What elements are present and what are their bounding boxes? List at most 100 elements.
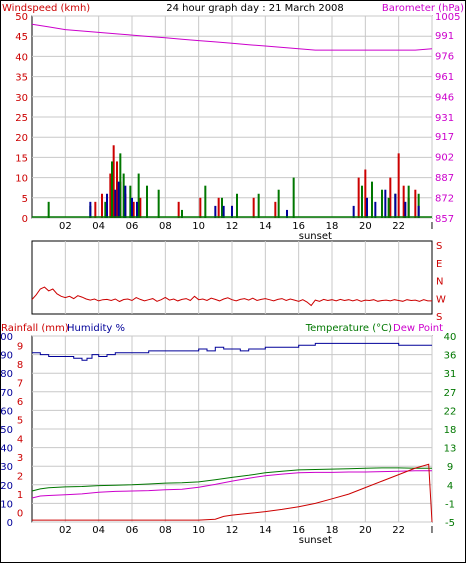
wind-bar: [111, 161, 113, 218]
humidity-tick-label: 40: [0, 444, 13, 455]
gust-bar: [397, 153, 400, 218]
wind-bar: [129, 185, 132, 218]
humidity-tick-label: 0: [7, 518, 13, 529]
temperature-tick-label: 4: [447, 481, 453, 492]
rainfall-tick-label: 0: [17, 509, 23, 520]
gust-bar: [364, 169, 367, 218]
barometer-tick-label: 931: [435, 113, 454, 124]
barometer-tick-label: 872: [435, 194, 454, 205]
wind-bar: [119, 153, 122, 218]
average-wind-bar: [394, 193, 397, 218]
humidity-tick-label: 100: [0, 332, 13, 343]
direction-tick-label: E: [436, 259, 442, 270]
rainfall-tick-label: 6: [17, 397, 23, 408]
temperature-tick-label: 36: [444, 351, 457, 362]
wind-bar: [221, 197, 223, 218]
wind-bar: [361, 185, 363, 218]
barometer-tick-label: 946: [435, 93, 454, 104]
humidity-tick-label: 60: [0, 406, 13, 417]
humidity-tick-label: 10: [0, 499, 13, 510]
temperature-tick-label: 27: [444, 388, 457, 399]
direction-tick-label: S: [436, 312, 442, 323]
barometer-tick-label: 991: [435, 31, 454, 42]
windspeed-tick-label: 45: [15, 32, 28, 43]
gust-bar: [139, 197, 142, 218]
x-tick-label: 02: [59, 221, 72, 232]
average-wind-bar: [286, 209, 288, 218]
rainfall-tick-label: 4: [17, 434, 23, 445]
rainfall-tick-label: 1: [17, 490, 23, 501]
gust-bar: [414, 189, 417, 218]
x-tick-label: 10: [192, 525, 205, 536]
x-tick-label: 06: [126, 525, 139, 536]
wind-bar: [387, 197, 390, 218]
wind-bar: [292, 177, 295, 218]
barometer-tick-label: 976: [435, 52, 454, 63]
x-tick-label: 12: [226, 221, 239, 232]
humidity-tick-label: 50: [0, 425, 13, 436]
temperature-tick-label: 31: [444, 369, 457, 380]
wind-bar: [371, 181, 373, 218]
rainfall-tick-label: 9: [17, 341, 23, 352]
windspeed-tick-label: 25: [15, 113, 28, 124]
barometer-tick-label: 917: [435, 132, 454, 143]
windspeed-axis-label: Windspeed (kmh): [2, 3, 90, 14]
average-wind-bar: [89, 201, 92, 218]
x-tick-label: 20: [359, 525, 372, 536]
humidity-axis-label: Humidity %: [67, 323, 125, 334]
x-tick-label: 14: [259, 525, 272, 536]
average-wind-bar: [131, 197, 133, 218]
average-wind-bar: [384, 189, 387, 218]
x-tick-label: 08: [159, 221, 172, 232]
wind-bar: [47, 201, 50, 218]
average-wind-bar: [404, 201, 407, 218]
windspeed-tick-label: 15: [15, 153, 28, 164]
average-wind-bar: [222, 205, 225, 218]
temperature-tick-label: 13: [444, 444, 457, 455]
x-tick-label: 16: [292, 221, 305, 232]
x-tick-label: 16: [292, 525, 305, 536]
wind-bar: [122, 173, 125, 218]
x-tick-label: 14: [259, 221, 272, 232]
x-tick-label: 18: [326, 221, 339, 232]
direction-tick-label: N: [436, 277, 443, 288]
windspeed-tick-label: 5: [22, 194, 28, 205]
sunset-label: sunset: [299, 535, 332, 546]
dewpoint-series: [31, 470, 432, 499]
average-wind-bar: [417, 205, 420, 218]
humidity-series: [32, 342, 432, 361]
windspeed-tick-label: 35: [15, 73, 28, 84]
gust-bar: [101, 193, 103, 218]
barometer-axis-label: Barometer (hPa): [382, 3, 464, 14]
temperature-tick-label: 40: [444, 332, 457, 343]
wind-bar: [381, 189, 383, 218]
temperature-tick-label: 22: [444, 406, 457, 417]
rainfall-tick-label: 7: [17, 379, 23, 390]
humidity-tick-label: 80: [0, 369, 13, 380]
rainfall-tick-label: 2: [17, 472, 23, 483]
gust-bar: [199, 197, 202, 218]
average-wind-bar: [366, 197, 368, 218]
barometer-tick-label: 1005: [435, 12, 460, 23]
gust-bar: [177, 201, 180, 218]
windspeed-tick-label: 20: [15, 133, 28, 144]
temperature-tick-label: 9: [447, 462, 453, 473]
wind-bar: [257, 193, 260, 218]
wind-direction-series: [31, 286, 432, 307]
humidity-tick-label: 30: [0, 462, 13, 473]
gust-bar: [274, 201, 277, 218]
humidity-tick-label: 90: [0, 351, 13, 362]
average-wind-bar: [117, 181, 120, 218]
average-wind-bar: [136, 201, 138, 218]
wind-bar: [181, 209, 183, 218]
x-tick-label: 22: [392, 221, 405, 232]
windspeed-tick-label: 40: [15, 52, 28, 63]
gust-bar: [94, 201, 97, 218]
wind-bar: [277, 189, 280, 218]
barometer-tick-label: 857: [435, 214, 454, 225]
temperature-tick-label: -1: [445, 499, 455, 510]
x-tick-label: 12: [226, 525, 239, 536]
average-wind-bar: [374, 201, 377, 218]
rainfall-tick-label: 5: [17, 416, 23, 427]
